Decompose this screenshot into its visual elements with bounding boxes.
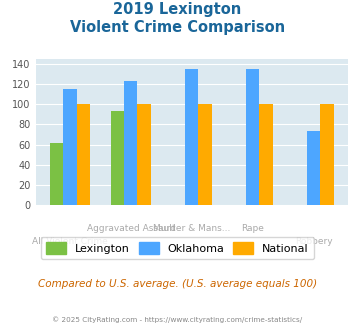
Text: All Violent Crime: All Violent Crime [32,237,108,246]
Bar [185,69,198,205]
Bar [137,105,151,205]
Bar [246,69,260,205]
Bar [198,105,212,205]
Legend: Lexington, Oklahoma, National: Lexington, Oklahoma, National [40,237,315,259]
Bar [50,143,63,205]
Bar [320,105,334,205]
Bar [77,105,90,205]
Text: Rape: Rape [241,224,264,233]
Bar [260,105,273,205]
Text: 2019 Lexington: 2019 Lexington [113,2,242,16]
Bar [111,112,124,205]
Bar [307,131,320,205]
Bar [63,89,77,205]
Text: Robbery: Robbery [295,237,332,246]
Text: Compared to U.S. average. (U.S. average equals 100): Compared to U.S. average. (U.S. average … [38,279,317,289]
Text: Violent Crime Comparison: Violent Crime Comparison [70,20,285,35]
Text: Aggravated Assault: Aggravated Assault [87,224,175,233]
Bar [124,82,137,205]
Text: Murder & Mans...: Murder & Mans... [153,224,230,233]
Text: © 2025 CityRating.com - https://www.cityrating.com/crime-statistics/: © 2025 CityRating.com - https://www.city… [53,317,302,323]
